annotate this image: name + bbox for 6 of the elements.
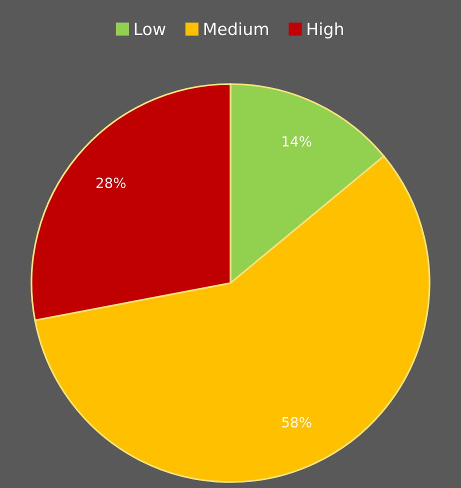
data-label: 28% [96,178,126,188]
data-label: 58% [282,417,312,428]
legend-label: Low [134,22,166,36]
legend-label: Medium [204,22,268,36]
data-label: 14% [282,136,312,147]
legend-label: High [308,22,343,38]
